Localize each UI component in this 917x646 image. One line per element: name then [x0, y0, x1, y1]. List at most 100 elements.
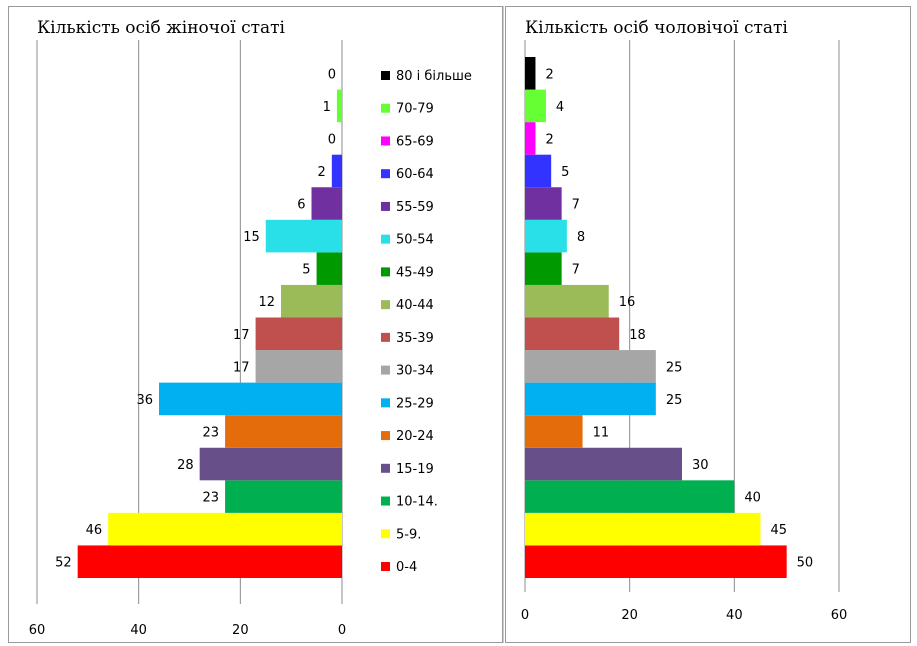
male-bar [525, 122, 535, 155]
male-bar [525, 513, 761, 546]
legend-swatch [381, 267, 390, 276]
legend-swatch [381, 300, 390, 309]
female-bar [332, 155, 342, 188]
legend-label: 65-69 [396, 134, 434, 149]
male-tick-label: 40 [726, 608, 743, 623]
legend-swatch [381, 71, 390, 80]
legend-swatch [381, 235, 390, 244]
legend-swatch [381, 366, 390, 375]
female-bar [266, 220, 342, 253]
female-tick-label: 20 [232, 623, 249, 638]
female-tick-label: 40 [130, 623, 147, 638]
legend-label: 50-54 [396, 233, 434, 248]
male-bar [525, 448, 682, 481]
female-data-label: 0 [328, 132, 336, 147]
male-bar [525, 252, 562, 285]
male-data-label: 2 [545, 132, 553, 147]
legend-label: 35-39 [396, 331, 434, 346]
male-data-label: 2 [545, 67, 553, 82]
female-tick-label: 60 [29, 623, 46, 638]
female-data-label: 5 [302, 263, 310, 278]
male-bar [525, 57, 535, 90]
female-bar [200, 448, 342, 481]
female-tick-label: 0 [338, 623, 346, 638]
female-bar [78, 545, 342, 578]
legend-label: 20-24 [396, 429, 434, 444]
male-data-label: 30 [692, 458, 709, 473]
female-data-label: 17 [233, 360, 250, 375]
legend-label: 15-19 [396, 462, 434, 477]
male-data-label: 8 [577, 230, 585, 245]
legend-label: 10-14. [396, 495, 438, 510]
female-bar [256, 318, 342, 351]
male-tick-label: 60 [831, 608, 848, 623]
male-data-label: 45 [771, 523, 788, 538]
legend-swatch [381, 431, 390, 440]
female-data-label: 36 [136, 393, 153, 408]
male-bar [525, 480, 734, 513]
male-data-label: 11 [593, 425, 610, 440]
female-data-label: 28 [177, 458, 194, 473]
legend-swatch [381, 169, 390, 178]
female-bar [225, 415, 342, 448]
male-bar [525, 350, 656, 383]
female-bar [337, 90, 342, 123]
male-chart-title: Кількість осіб чоловічої статі [525, 18, 788, 38]
female-bar [256, 350, 342, 383]
legend-swatch [381, 104, 390, 113]
legend-label: 55-59 [396, 200, 434, 215]
male-bar [525, 545, 787, 578]
female-data-label: 0 [328, 67, 336, 82]
female-bar [159, 383, 342, 416]
male-bar [525, 415, 583, 448]
legend-label: 25-29 [396, 396, 434, 411]
legend-label: 0-4 [396, 560, 417, 575]
male-bar [525, 318, 619, 351]
legend-swatch [381, 398, 390, 407]
female-bar [281, 285, 342, 318]
legend-label: 30-34 [396, 364, 434, 379]
female-data-label: 12 [258, 295, 275, 310]
female-data-label: 17 [233, 328, 250, 343]
female-chart-title: Кількість осіб жіночої статі [37, 18, 286, 38]
male-data-label: 18 [629, 328, 646, 343]
legend-swatch [381, 497, 390, 506]
male-data-label: 50 [797, 556, 814, 571]
legend-label: 80 і більше [396, 69, 472, 84]
male-bar [525, 155, 551, 188]
male-data-label: 16 [619, 295, 636, 310]
female-data-label: 46 [86, 523, 103, 538]
female-data-label: 23 [203, 425, 220, 440]
legend-swatch [381, 136, 390, 145]
male-bar [525, 383, 656, 416]
male-x-axis-ticks: 0 20 40 60 [521, 608, 847, 623]
male-data-label: 7 [572, 263, 580, 278]
female-data-label: 6 [297, 198, 305, 213]
legend-swatch [381, 529, 390, 538]
female-data-label: 52 [55, 556, 72, 571]
female-data-label: 23 [203, 491, 220, 506]
legend-swatch [381, 562, 390, 571]
male-tick-label: 20 [621, 608, 638, 623]
male-bar [525, 187, 562, 220]
male-bar [525, 220, 567, 253]
female-data-label: 1 [323, 100, 331, 115]
female-x-axis-ticks: 60 40 20 0 [29, 623, 346, 638]
legend-label: 40-44 [396, 298, 434, 313]
male-tick-label: 0 [521, 608, 529, 623]
legend-label: 60-64 [396, 167, 434, 182]
male-data-label: 5 [561, 165, 569, 180]
male-data-label: 4 [556, 100, 564, 115]
male-bar [525, 285, 609, 318]
female-bar [317, 252, 342, 285]
female-data-label: 2 [318, 165, 326, 180]
female-bar [312, 187, 343, 220]
legend-swatch [381, 202, 390, 211]
male-data-label: 7 [572, 198, 580, 213]
female-bar [108, 513, 342, 546]
female-data-label: 15 [243, 230, 260, 245]
legend-swatch [381, 333, 390, 342]
legend-label: 45-49 [396, 265, 434, 280]
male-bar [525, 90, 546, 123]
legend-label: 70-79 [396, 102, 434, 117]
